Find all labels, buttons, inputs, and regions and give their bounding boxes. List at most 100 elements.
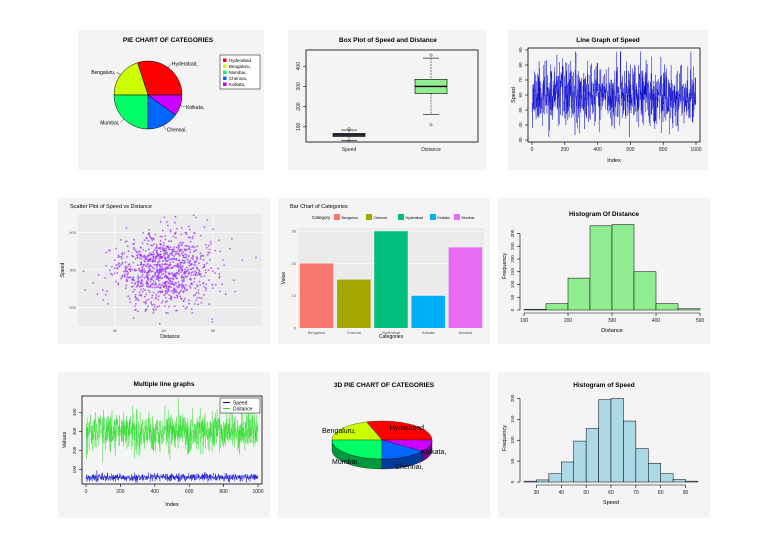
x-tick-label: Speed [342, 147, 357, 153]
scatter-point [165, 287, 168, 290]
scatter-point [151, 296, 153, 299]
histogram-bar [648, 462, 661, 483]
scatter-point [144, 289, 147, 292]
scatter-point [147, 265, 150, 268]
scatter-point [182, 300, 185, 303]
scatter-point [151, 286, 154, 289]
scatter-point [210, 243, 212, 245]
scatter-point [96, 293, 99, 296]
scatter-point [167, 290, 170, 292]
scatter-point [119, 239, 122, 241]
pie-label-leader [167, 63, 172, 68]
scatter-point [187, 225, 190, 228]
scatter-point [152, 257, 154, 260]
scatter-point [113, 267, 116, 270]
scatter-point [173, 284, 175, 287]
scatter-point [118, 262, 120, 265]
scatter-point [188, 247, 190, 250]
scatter-point [186, 258, 189, 261]
scatter-point [158, 283, 161, 285]
scatter-point [154, 258, 157, 261]
scatter-point [167, 286, 170, 288]
histogram-bar [655, 303, 679, 311]
scatter-point [134, 257, 137, 260]
scatter-point [159, 240, 162, 242]
histogram-speed: Histogram of Speed 30 40 50 60 70 80 90 0 50 100 15… [502, 382, 699, 506]
scatter-point [189, 259, 192, 262]
scatter-point [172, 235, 175, 238]
scatter-point [135, 299, 137, 301]
scatter-point [136, 251, 139, 253]
scatter-point [129, 270, 132, 273]
box-plot-panel: Box Plot of Speed and Distance 100 200 300 4… [288, 30, 486, 170]
chart-title: Histogram Of Distance [569, 211, 639, 218]
scatter-point [138, 257, 141, 259]
scatter-point [234, 290, 236, 293]
pie-slice [113, 62, 149, 96]
scatter-point [127, 276, 130, 279]
scatter-point [143, 277, 146, 279]
scatter-point [155, 293, 158, 296]
scatter-point [148, 270, 151, 272]
scatter-point [241, 259, 244, 262]
scatter-point [175, 259, 178, 261]
scatter-point [159, 235, 162, 238]
scatter-point [121, 274, 124, 277]
scatter-point [126, 256, 128, 258]
scatter-point [127, 295, 130, 298]
scatter-point [149, 280, 152, 283]
scatter-point [211, 321, 214, 323]
plot-frame [81, 395, 263, 485]
scatter-point [137, 253, 140, 256]
scatter-point [174, 231, 177, 234]
scatter-point [123, 270, 125, 273]
scatter-point [203, 226, 206, 229]
scatter-point [164, 290, 167, 293]
scatter-point [136, 254, 138, 256]
scatter-point [163, 294, 166, 297]
scatter-point [133, 242, 136, 245]
legend-swatch [223, 70, 227, 74]
scatter-point [203, 293, 206, 296]
scatter-point [164, 281, 166, 283]
scatter-point [124, 261, 127, 264]
scatter-point [166, 245, 169, 248]
scatter-plot: Scatter Plot of Speed vs Distance 40 60 80 2… [60, 204, 262, 340]
scatter-point [125, 278, 128, 281]
scatter-point [174, 221, 176, 224]
scatter-point [149, 284, 152, 287]
y-tick-label: 200 [510, 394, 515, 402]
scatter-point [162, 282, 165, 285]
line-graph-panel: Line Graph of Speed 0 200 400 600 800 1000 30 40… [508, 30, 708, 170]
scatter-point [129, 265, 132, 268]
scatter-point [160, 270, 163, 273]
scatter-point [198, 269, 201, 272]
legend-label: Kolkata, [229, 82, 245, 87]
y-tick-label: 100 [510, 436, 515, 444]
scatter-point [148, 267, 151, 270]
scatter-point [204, 269, 207, 271]
scatter-point [113, 272, 116, 275]
scatter-point [159, 246, 162, 249]
chart-title: 3D PIE CHART OF CATEGORIES [334, 382, 435, 389]
x-axis-label: Index [165, 502, 179, 508]
y-tick-label: 30 [292, 229, 297, 234]
scatter-point [167, 259, 169, 262]
scatter-point [198, 273, 201, 276]
pie-label-leader [180, 105, 186, 108]
scatter-point [181, 280, 184, 283]
scatter-point [168, 254, 170, 257]
scatter-point [141, 242, 144, 244]
scatter-point [222, 259, 224, 261]
x-tick-label: 90 [683, 490, 689, 496]
scatter-point [192, 258, 195, 260]
scatter-point [160, 301, 163, 304]
histogram-speed-panel: Histogram of Speed 30 40 50 60 70 80 90 0 50 100 15… [498, 372, 710, 518]
scatter-point [134, 269, 136, 272]
scatter-point [193, 277, 196, 280]
scatter-point [163, 216, 166, 219]
histogram-bar [567, 277, 591, 311]
scatter-point [205, 247, 208, 249]
scatter-point [127, 250, 130, 253]
scatter-point [118, 265, 120, 268]
